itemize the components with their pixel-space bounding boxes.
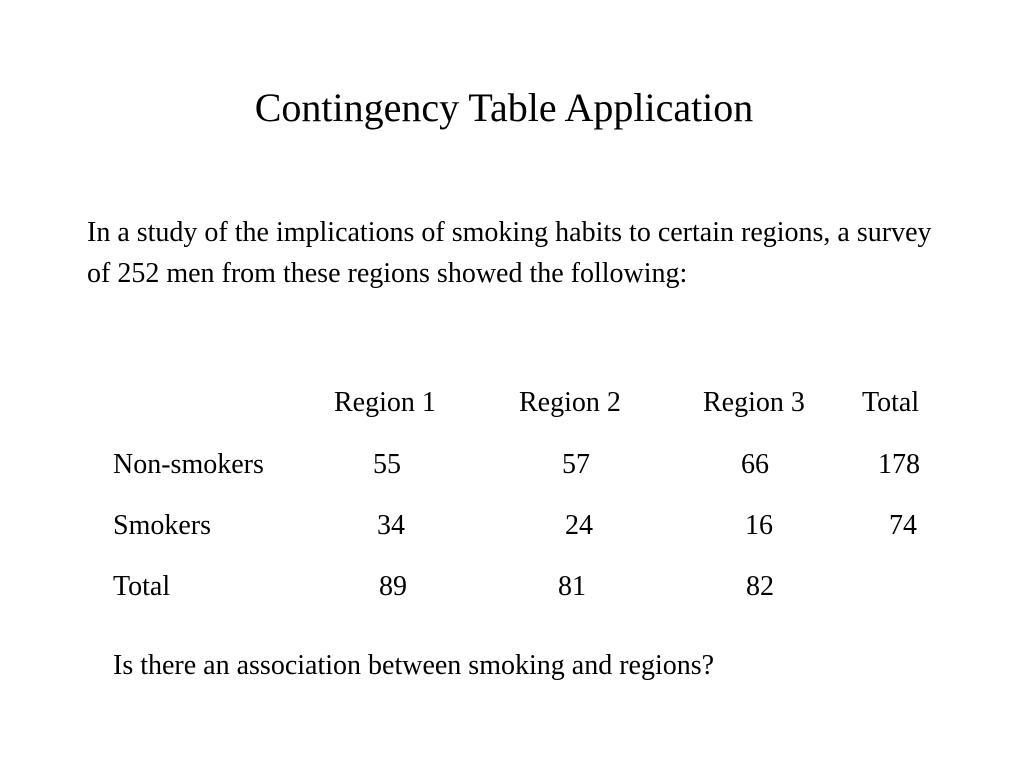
row-label-smokers: Smokers bbox=[113, 510, 211, 541]
cell-total-region-1: 89 bbox=[379, 571, 407, 602]
cell-smokers-region-3: 16 bbox=[745, 510, 773, 541]
cell-total-region-2: 81 bbox=[558, 571, 586, 602]
column-header-region-2: Region 2 bbox=[519, 387, 621, 418]
cell-total-region-3: 82 bbox=[746, 571, 774, 602]
cell-non-smokers-region-2: 57 bbox=[562, 449, 590, 480]
cell-non-smokers-total: 178 bbox=[878, 449, 920, 480]
column-header-region-3: Region 3 bbox=[703, 387, 805, 418]
column-header-total: Total bbox=[862, 387, 920, 418]
row-label-total: Total bbox=[113, 571, 171, 602]
column-header-region-1: Region 1 bbox=[334, 387, 436, 418]
cell-non-smokers-region-1: 55 bbox=[373, 449, 401, 480]
slide-title: Contingency Table Application bbox=[254, 85, 754, 130]
question-text: Is there an association between smoking … bbox=[113, 650, 715, 681]
cell-non-smokers-region-3: 66 bbox=[741, 449, 769, 480]
intro-paragraph: In a study of the implications of smokin… bbox=[87, 217, 932, 289]
row-label-non-smokers: Non-smokers bbox=[113, 449, 264, 480]
cell-smokers-region-2: 24 bbox=[565, 510, 593, 541]
cell-smokers-region-1: 34 bbox=[377, 510, 405, 541]
cell-smokers-total: 74 bbox=[889, 510, 917, 541]
